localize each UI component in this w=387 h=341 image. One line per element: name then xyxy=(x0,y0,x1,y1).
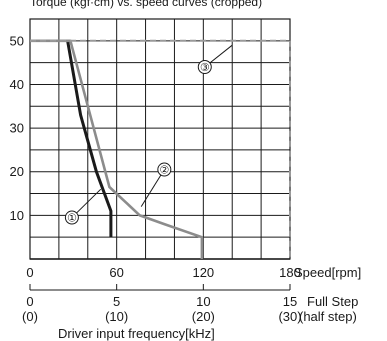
x-tick-label: 180 xyxy=(279,265,301,280)
secondary-axis-caption: Driver input frequency[kHz] xyxy=(58,326,215,341)
secondary-tick-full: 0 xyxy=(26,294,33,309)
y-tick-label: 50 xyxy=(10,33,24,48)
secondary-tick-half: (30) xyxy=(278,309,301,324)
top-caption: Torque (kgf·cm) vs. speed curves (croppe… xyxy=(30,0,262,9)
y-tick-label: 10 xyxy=(10,208,24,223)
series-line-3 xyxy=(30,39,291,259)
axes xyxy=(29,18,291,260)
marker-label-3: ③ xyxy=(200,62,210,74)
x-tick-label: 120 xyxy=(192,265,214,280)
secondary-axis-label-full: Full Step xyxy=(307,294,358,309)
x-axis-label: Speed[rpm] xyxy=(294,265,361,280)
y-tick-label: 20 xyxy=(10,164,24,179)
x-tick-label: 60 xyxy=(109,265,123,280)
data-series xyxy=(30,39,291,259)
secondary-tick-half: (0) xyxy=(22,309,38,324)
secondary-tick-half: (20) xyxy=(192,309,215,324)
tick-labels: 10 20 30 40 50 0 60 120 180 xyxy=(10,33,301,280)
marker-circle-1 xyxy=(64,210,79,225)
secondary-axis-label-half: (half step) xyxy=(299,309,357,324)
x-tick-label: 0 xyxy=(26,265,33,280)
secondary-tick-full: 15 xyxy=(283,294,297,309)
marker-label-2: ② xyxy=(159,165,169,177)
series-markers: ① ② ③ xyxy=(64,44,233,225)
secondary-tick-full: 10 xyxy=(196,294,210,309)
secondary-axis: 0(0) 5(10) 10(20) 15(30) xyxy=(22,284,302,324)
y-tick-label: 30 xyxy=(10,121,24,136)
marker-leader-2 xyxy=(140,169,165,207)
secondary-tick-half: (10) xyxy=(105,309,128,324)
secondary-tick-full: 5 xyxy=(113,294,120,309)
marker-circle-2 xyxy=(157,162,172,177)
y-tick-label: 40 xyxy=(10,77,24,92)
series-line-1 xyxy=(66,40,113,238)
marker-circle-3 xyxy=(197,60,212,74)
marker-label-1: ① xyxy=(67,213,77,225)
